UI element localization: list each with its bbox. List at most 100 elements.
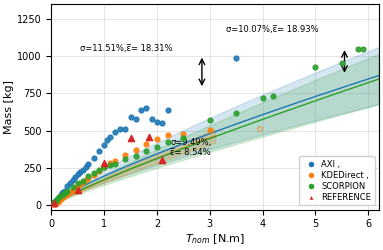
Point bbox=[96, 168, 102, 172]
Point bbox=[91, 172, 97, 176]
Point bbox=[64, 189, 70, 193]
Point bbox=[233, 111, 239, 115]
Point bbox=[69, 186, 75, 190]
Point bbox=[91, 156, 97, 160]
Point bbox=[59, 196, 65, 200]
Point bbox=[339, 61, 345, 65]
Point bbox=[51, 201, 57, 205]
Point bbox=[260, 96, 266, 100]
Point bbox=[80, 178, 86, 182]
Point bbox=[51, 200, 57, 204]
Point bbox=[101, 165, 107, 169]
X-axis label: $T_{nom}$ [N.m]: $T_{nom}$ [N.m] bbox=[185, 232, 245, 246]
Point bbox=[154, 137, 160, 141]
Point bbox=[313, 65, 319, 69]
Point bbox=[101, 143, 107, 147]
Point bbox=[75, 182, 81, 186]
Point bbox=[233, 56, 239, 60]
Point bbox=[55, 200, 61, 204]
Point bbox=[154, 145, 160, 149]
Point bbox=[360, 47, 366, 51]
Point bbox=[51, 200, 57, 204]
Point bbox=[59, 193, 65, 197]
Point bbox=[355, 47, 361, 51]
Legend: AXI ,, KDEDirect ,, SCORPION, REFERENCE: AXI ,, KDEDirect ,, SCORPION, REFERENCE bbox=[299, 156, 375, 205]
Point bbox=[77, 182, 83, 186]
Point bbox=[62, 194, 68, 198]
Point bbox=[77, 170, 83, 174]
Point bbox=[106, 134, 113, 138]
Point bbox=[138, 108, 144, 112]
Text: σ=9.49%,
ε̅= 8.54%: σ=9.49%, ε̅= 8.54% bbox=[170, 138, 211, 158]
Point bbox=[159, 121, 165, 125]
Point bbox=[106, 162, 113, 166]
Point bbox=[180, 132, 187, 136]
Point bbox=[128, 115, 134, 119]
Point bbox=[180, 136, 187, 140]
Point bbox=[112, 162, 118, 166]
Point bbox=[122, 127, 128, 131]
Text: σ=10.07%,ε̅= 18.93%: σ=10.07%,ε̅= 18.93% bbox=[226, 25, 318, 34]
Point bbox=[72, 175, 78, 179]
Point bbox=[52, 199, 59, 203]
Point bbox=[117, 127, 123, 131]
Point bbox=[75, 172, 81, 176]
Point bbox=[143, 106, 149, 110]
Point bbox=[83, 178, 89, 182]
Point bbox=[64, 192, 70, 196]
Point bbox=[72, 186, 78, 190]
Point bbox=[101, 165, 107, 169]
Point bbox=[64, 184, 70, 188]
Point bbox=[143, 149, 149, 153]
Point bbox=[91, 171, 97, 175]
Point bbox=[101, 161, 107, 165]
Point bbox=[96, 150, 102, 154]
Point bbox=[128, 136, 134, 140]
Point bbox=[104, 138, 110, 141]
Point bbox=[83, 165, 89, 169]
Point bbox=[85, 162, 92, 166]
Point bbox=[122, 157, 128, 161]
Point bbox=[62, 191, 68, 195]
Point bbox=[52, 201, 59, 205]
Point bbox=[146, 135, 152, 139]
Point bbox=[69, 188, 75, 192]
Point bbox=[56, 198, 62, 202]
Point bbox=[165, 133, 171, 137]
Y-axis label: Mass [kg]: Mass [kg] bbox=[4, 80, 14, 134]
Point bbox=[59, 191, 65, 195]
Point bbox=[270, 94, 276, 98]
Point bbox=[85, 176, 92, 180]
Point bbox=[112, 130, 118, 134]
Point bbox=[62, 189, 68, 193]
Point bbox=[69, 178, 75, 182]
Point bbox=[133, 154, 139, 158]
Point bbox=[106, 163, 113, 167]
Point bbox=[257, 127, 263, 131]
Point bbox=[159, 158, 165, 162]
Point bbox=[165, 140, 171, 144]
Point bbox=[56, 195, 62, 199]
Point bbox=[207, 118, 213, 122]
Point bbox=[112, 159, 118, 163]
Point bbox=[122, 153, 128, 157]
Point bbox=[207, 128, 213, 132]
Point bbox=[58, 198, 64, 202]
Point bbox=[54, 200, 60, 204]
Point bbox=[67, 181, 73, 185]
Point bbox=[51, 202, 57, 206]
Point bbox=[133, 117, 139, 121]
Point bbox=[56, 195, 62, 199]
Point bbox=[75, 184, 81, 188]
Point bbox=[58, 194, 64, 198]
Point bbox=[149, 117, 155, 121]
Text: σ=11.51%,ε̅= 18.31%: σ=11.51%,ε̅= 18.31% bbox=[80, 44, 173, 53]
Point bbox=[80, 168, 86, 172]
Point bbox=[165, 108, 171, 112]
Point bbox=[80, 180, 86, 184]
Point bbox=[67, 190, 73, 194]
Point bbox=[54, 198, 60, 202]
Point bbox=[52, 199, 59, 203]
Point bbox=[154, 120, 160, 124]
Point bbox=[96, 168, 102, 172]
